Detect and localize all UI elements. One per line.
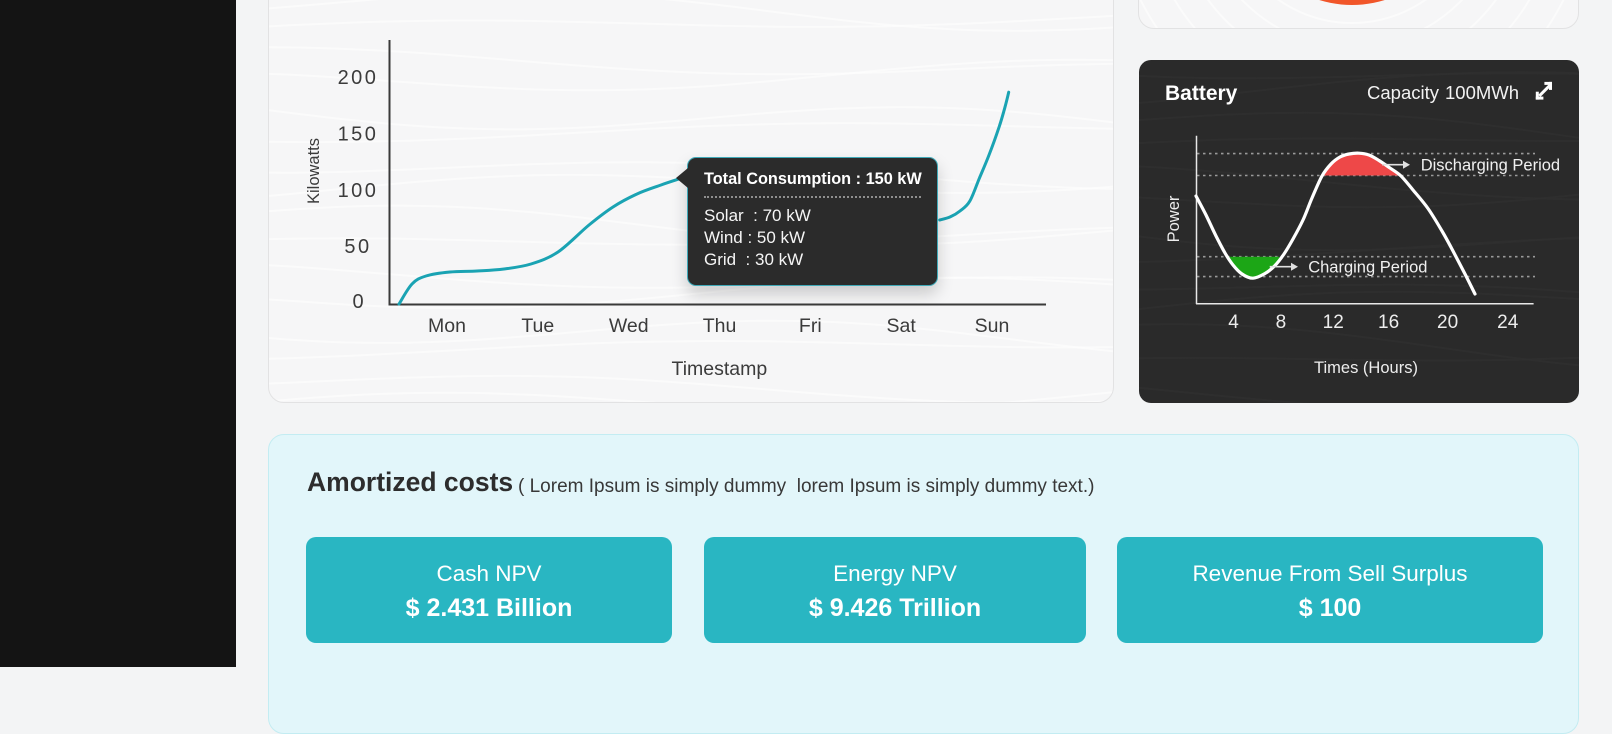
svg-text:Times (Hours): Times (Hours) — [1314, 359, 1418, 377]
svg-text:Thu: Thu — [703, 315, 737, 337]
svg-text:Charging Period: Charging Period — [1308, 259, 1427, 277]
svg-text:Fri: Fri — [799, 315, 822, 337]
svg-text:Mon: Mon — [428, 315, 466, 337]
svg-text:4: 4 — [1228, 312, 1239, 333]
svg-text:Discharging Period: Discharging Period — [1421, 157, 1560, 175]
svg-text:Sat: Sat — [887, 315, 917, 337]
svg-text:24: 24 — [1497, 312, 1519, 333]
svg-text:50: 50 — [344, 236, 371, 258]
svg-text:Sun: Sun — [975, 315, 1010, 337]
svg-text:100MWh: 100MWh — [1445, 82, 1519, 103]
svg-text:16: 16 — [1378, 312, 1399, 333]
svg-text:150: 150 — [338, 124, 379, 146]
svg-text:Wed: Wed — [609, 315, 649, 337]
svg-text:Tue: Tue — [521, 315, 554, 337]
svg-text:200: 200 — [338, 67, 379, 89]
svg-text:8: 8 — [1276, 312, 1287, 333]
svg-text:0: 0 — [352, 291, 363, 313]
svg-text:12: 12 — [1323, 312, 1344, 333]
svg-text:20: 20 — [1437, 312, 1458, 333]
svg-text:100: 100 — [338, 180, 379, 202]
svg-text:Timestamp: Timestamp — [672, 358, 768, 380]
svg-text:Power: Power — [1165, 195, 1183, 242]
svg-text:Kilowatts: Kilowatts — [305, 138, 323, 204]
svg-text:Battery: Battery — [1165, 82, 1238, 105]
svg-text:Capacity: Capacity — [1367, 82, 1440, 103]
